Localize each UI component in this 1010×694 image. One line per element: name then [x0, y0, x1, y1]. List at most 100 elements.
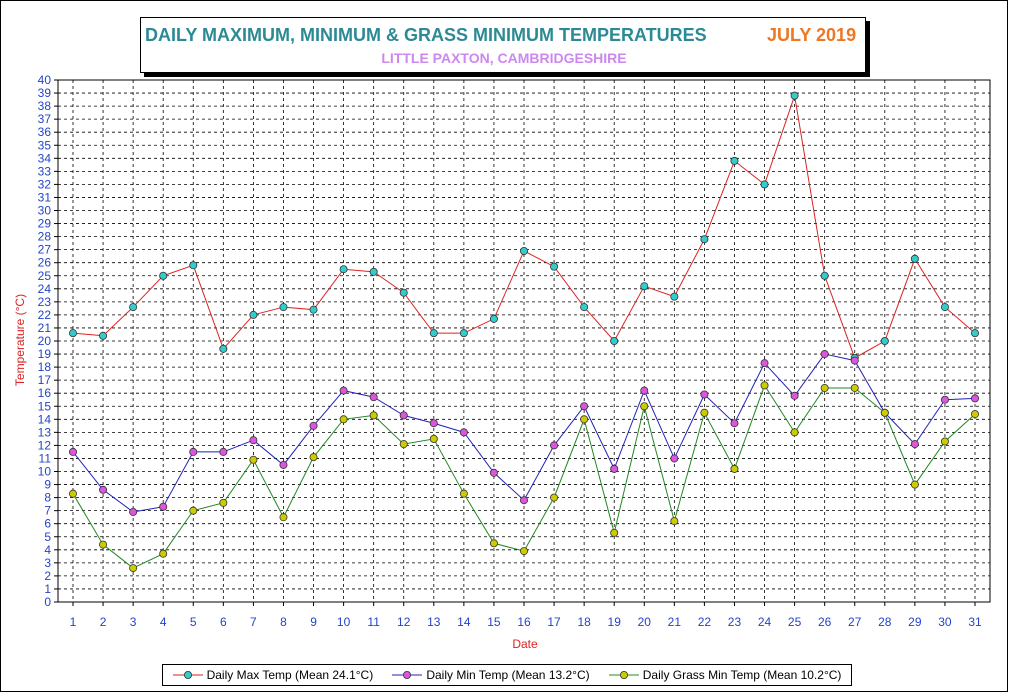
x-tick-label: 30 [938, 615, 952, 629]
x-tick-label: 9 [310, 615, 317, 629]
data-point-grass [971, 410, 980, 419]
data-point-grass [489, 539, 498, 548]
y-tick-label: 27 [38, 243, 52, 257]
data-point-min [219, 447, 228, 456]
x-tick-label: 2 [100, 615, 107, 629]
data-point-grass [700, 408, 709, 417]
legend-swatch-max [172, 671, 203, 679]
y-tick-label: 30 [38, 204, 52, 218]
chart-location: LITTLE PAXTON, CAMBRIDGESHIRE [381, 50, 627, 66]
data-point-max [790, 91, 799, 100]
data-point-grass [189, 506, 198, 515]
y-tick-label: 31 [38, 190, 52, 204]
y-tick-label: 11 [39, 451, 52, 465]
y-tick-label: 7 [44, 504, 51, 518]
data-point-max [520, 246, 529, 255]
data-point-min [520, 496, 529, 505]
data-point-max [279, 303, 288, 312]
data-point-max [640, 282, 649, 291]
data-point-min [309, 421, 318, 430]
x-tick-label: 15 [487, 615, 501, 629]
data-point-max [880, 336, 889, 345]
data-point-max [940, 303, 949, 312]
data-point-min [850, 356, 859, 365]
data-point-min [760, 359, 769, 368]
y-tick-label: 33 [38, 164, 52, 178]
y-tick-label: 29 [38, 217, 52, 231]
legend-swatch-min [392, 671, 423, 679]
data-point-grass [820, 383, 829, 392]
x-tick-label: 23 [728, 615, 742, 629]
data-point-max [760, 180, 769, 189]
x-tick-label: 20 [638, 615, 652, 629]
data-point-grass [670, 517, 679, 526]
data-point-min [279, 460, 288, 469]
y-tick-label: 16 [38, 386, 52, 400]
data-point-grass [640, 402, 649, 411]
y-tick-label: 10 [38, 465, 52, 479]
y-tick-label: 8 [44, 491, 51, 505]
x-tick-label: 6 [220, 615, 227, 629]
data-point-grass [850, 383, 859, 392]
x-tick-label: 21 [668, 615, 682, 629]
x-tick-label: 27 [848, 615, 862, 629]
x-tick-label: 7 [250, 615, 257, 629]
data-point-max [219, 344, 228, 353]
data-point-max [129, 303, 138, 312]
data-point-grass [910, 480, 919, 489]
y-tick-label: 5 [44, 530, 51, 544]
y-tick-label: 18 [38, 360, 52, 374]
data-point-grass [339, 415, 348, 424]
y-tick-label: 0 [44, 595, 51, 609]
x-tick-label: 29 [908, 615, 922, 629]
x-tick-label: 13 [427, 615, 441, 629]
data-point-max [550, 262, 559, 271]
x-tick-label: 11 [367, 615, 380, 629]
data-point-min [790, 391, 799, 400]
y-tick-label: 36 [38, 125, 52, 139]
data-point-grass [880, 408, 889, 417]
x-tick-label: 12 [397, 615, 411, 629]
legend-item-min: Daily Min Temp (Mean 13.2°C) [392, 668, 590, 682]
x-tick-label: 18 [577, 615, 591, 629]
data-point-grass [730, 464, 739, 473]
data-point-max [399, 288, 408, 297]
data-point-min [459, 428, 468, 437]
data-point-min [971, 394, 980, 403]
y-tick-label: 1 [44, 582, 51, 596]
data-point-grass [249, 455, 258, 464]
x-tick-label: 5 [190, 615, 197, 629]
x-tick-label: 10 [337, 615, 351, 629]
x-axis-label: Date [512, 637, 538, 651]
x-tick-label: 14 [457, 615, 471, 629]
data-point-min [940, 395, 949, 404]
y-tick-label: 40 [38, 73, 52, 87]
y-tick-label: 15 [38, 399, 52, 413]
data-point-max [730, 156, 739, 165]
x-tick-label: 17 [547, 615, 561, 629]
x-tick-label: 28 [878, 615, 892, 629]
data-point-max [189, 261, 198, 270]
data-point-grass [369, 411, 378, 420]
y-tick-label: 38 [38, 99, 52, 113]
legend-swatch-grass [608, 671, 639, 679]
data-point-min [610, 464, 619, 473]
data-point-max [429, 329, 438, 338]
data-point-max [369, 267, 378, 276]
x-tick-label: 16 [517, 615, 531, 629]
data-point-max [580, 303, 589, 312]
data-point-min [249, 436, 258, 445]
x-tick-label: 24 [758, 615, 772, 629]
data-point-max [700, 235, 709, 244]
data-point-min [670, 454, 679, 463]
data-point-grass [790, 428, 799, 437]
data-point-max [159, 271, 168, 280]
data-point-max [69, 329, 78, 338]
y-axis-label: Temperature (°C) [13, 294, 27, 386]
x-tick-label: 8 [280, 615, 287, 629]
data-point-grass [760, 381, 769, 390]
data-point-min [910, 440, 919, 449]
data-point-min [550, 441, 559, 450]
data-point-grass [279, 513, 288, 522]
data-point-max [610, 336, 619, 345]
